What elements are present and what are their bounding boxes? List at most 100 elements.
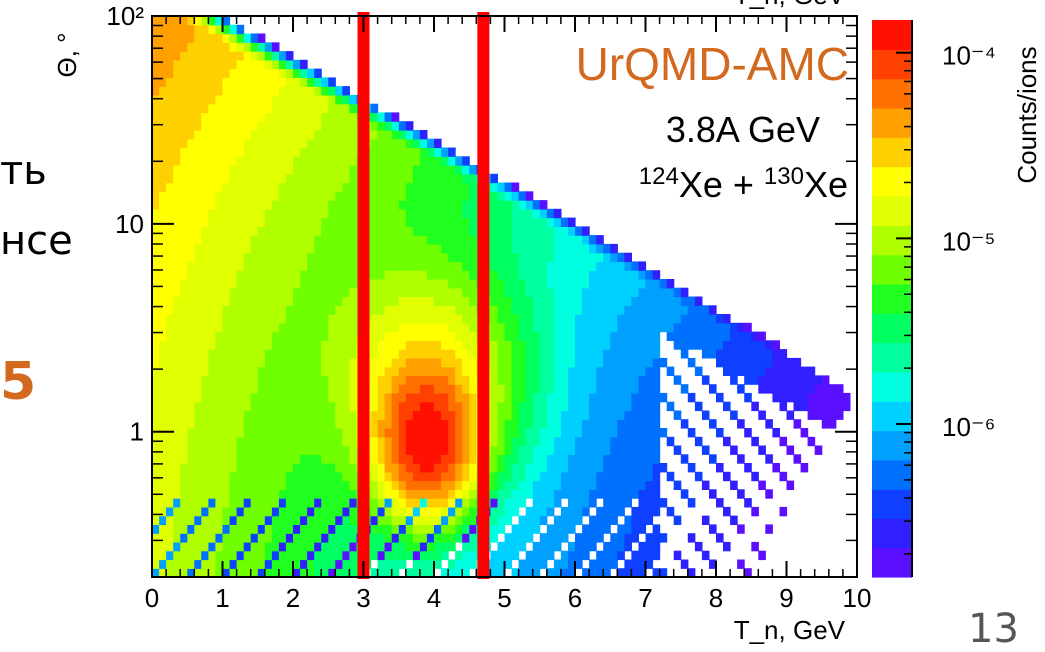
heatmap-cell bbox=[342, 559, 350, 569]
heatmap-cell bbox=[511, 384, 520, 394]
heatmap-cell bbox=[278, 279, 287, 289]
heatmap-cell bbox=[391, 138, 400, 149]
heatmap-cell bbox=[490, 243, 498, 254]
heatmap-cell bbox=[504, 463, 513, 473]
heatmap-cell bbox=[518, 349, 527, 359]
heatmap-cell bbox=[525, 392, 534, 403]
heatmap-cell bbox=[680, 322, 689, 333]
heatmap-cell bbox=[264, 173, 273, 184]
heatmap-cell bbox=[469, 322, 477, 333]
heatmap-cell bbox=[243, 112, 252, 122]
heatmap-cell bbox=[349, 243, 357, 254]
heatmap-cell bbox=[377, 349, 386, 359]
heatmap-cell bbox=[243, 568, 252, 577]
heatmap-cell bbox=[314, 77, 322, 87]
heatmap-cell bbox=[293, 235, 301, 245]
heatmap-cell bbox=[250, 436, 259, 447]
heatmap-cell bbox=[391, 471, 400, 482]
heatmap-cell bbox=[257, 296, 266, 306]
heatmap-cell bbox=[264, 541, 273, 552]
heatmap-cell bbox=[638, 419, 647, 429]
heatmap-cell bbox=[842, 401, 851, 412]
model-label: UrQMD-AMC bbox=[576, 38, 849, 90]
heatmap-cell bbox=[180, 147, 188, 157]
heatmap-cell bbox=[377, 533, 386, 543]
heatmap-cell bbox=[159, 568, 167, 577]
heatmap-cell bbox=[610, 357, 618, 368]
colorbar-band bbox=[872, 474, 912, 490]
heatmap-cell bbox=[511, 331, 520, 341]
heatmap-cell bbox=[575, 489, 583, 499]
heatmap-cell bbox=[448, 182, 456, 192]
colorbar-band bbox=[872, 445, 912, 461]
heatmap-cell bbox=[208, 515, 216, 525]
heatmap-cell bbox=[152, 86, 160, 96]
heatmap-cell bbox=[243, 524, 252, 534]
heatmap-cell bbox=[173, 16, 181, 26]
heatmap-cell bbox=[264, 533, 273, 543]
heatmap-cell bbox=[180, 94, 188, 105]
heatmap-cell bbox=[645, 419, 654, 429]
heatmap-cell bbox=[257, 217, 266, 227]
heatmap-cell bbox=[271, 419, 280, 429]
heatmap-cell bbox=[208, 130, 216, 140]
heatmap-cell bbox=[603, 243, 611, 254]
heatmap-cell bbox=[434, 489, 442, 499]
heatmap-cell bbox=[159, 33, 167, 43]
heatmap-cell bbox=[264, 340, 273, 350]
heatmap-cell bbox=[201, 357, 209, 368]
heatmap-cell bbox=[257, 436, 266, 447]
heatmap-cell bbox=[215, 410, 223, 420]
heatmap-cell bbox=[271, 506, 280, 517]
heatmap-cell bbox=[349, 226, 357, 236]
heatmap-cell bbox=[173, 559, 181, 569]
heatmap-cell bbox=[342, 173, 350, 184]
heatmap-cell bbox=[173, 33, 181, 43]
heatmap-cell bbox=[201, 156, 209, 166]
heatmap-cell bbox=[335, 200, 343, 210]
heatmap-cell bbox=[448, 559, 456, 569]
heatmap-cell bbox=[194, 103, 202, 114]
heatmap-cell bbox=[370, 243, 379, 254]
heatmap-cell bbox=[490, 322, 498, 333]
heatmap-cell bbox=[434, 331, 442, 341]
heatmap-cell bbox=[568, 568, 576, 577]
heatmap-cell bbox=[419, 401, 428, 412]
heatmap-cell bbox=[617, 541, 625, 552]
heatmap-cell bbox=[201, 147, 209, 157]
heatmap-cell bbox=[617, 454, 625, 464]
heatmap-cell bbox=[730, 357, 738, 368]
colorbar-band bbox=[872, 489, 912, 505]
heatmap-cell bbox=[335, 436, 343, 447]
heatmap-cell bbox=[631, 471, 639, 482]
heatmap-cell bbox=[603, 340, 611, 350]
heatmap-cell bbox=[560, 401, 569, 412]
heatmap-cell bbox=[814, 392, 823, 403]
heatmap-cell bbox=[511, 524, 520, 534]
heatmap-cell bbox=[405, 191, 414, 201]
heatmap-cell bbox=[582, 498, 590, 508]
heatmap-cell bbox=[582, 270, 590, 280]
heatmap-cell bbox=[215, 340, 223, 350]
heatmap-cell bbox=[208, 463, 216, 473]
heatmap-cell bbox=[250, 208, 259, 219]
heatmap-cell bbox=[462, 471, 470, 482]
heatmap-cell bbox=[391, 182, 400, 192]
heatmap-cell bbox=[208, 200, 216, 210]
heatmap-cell bbox=[307, 270, 315, 280]
heatmap-cell bbox=[293, 428, 301, 438]
heatmap-cell bbox=[575, 349, 583, 359]
heatmap-cell bbox=[426, 226, 435, 236]
heatmap-cell bbox=[335, 357, 343, 368]
heatmap-cell bbox=[610, 401, 618, 412]
heatmap-cell bbox=[462, 331, 470, 341]
heatmap-cell bbox=[448, 436, 456, 447]
heatmap-cell bbox=[293, 541, 301, 552]
heatmap-cell bbox=[349, 261, 357, 271]
heatmap-cell bbox=[250, 428, 259, 438]
heatmap-cell bbox=[462, 208, 470, 219]
heatmap-cell bbox=[490, 419, 498, 429]
heatmap-cell bbox=[384, 182, 393, 192]
heatmap-cell bbox=[405, 243, 414, 254]
heatmap-cell bbox=[250, 51, 259, 61]
